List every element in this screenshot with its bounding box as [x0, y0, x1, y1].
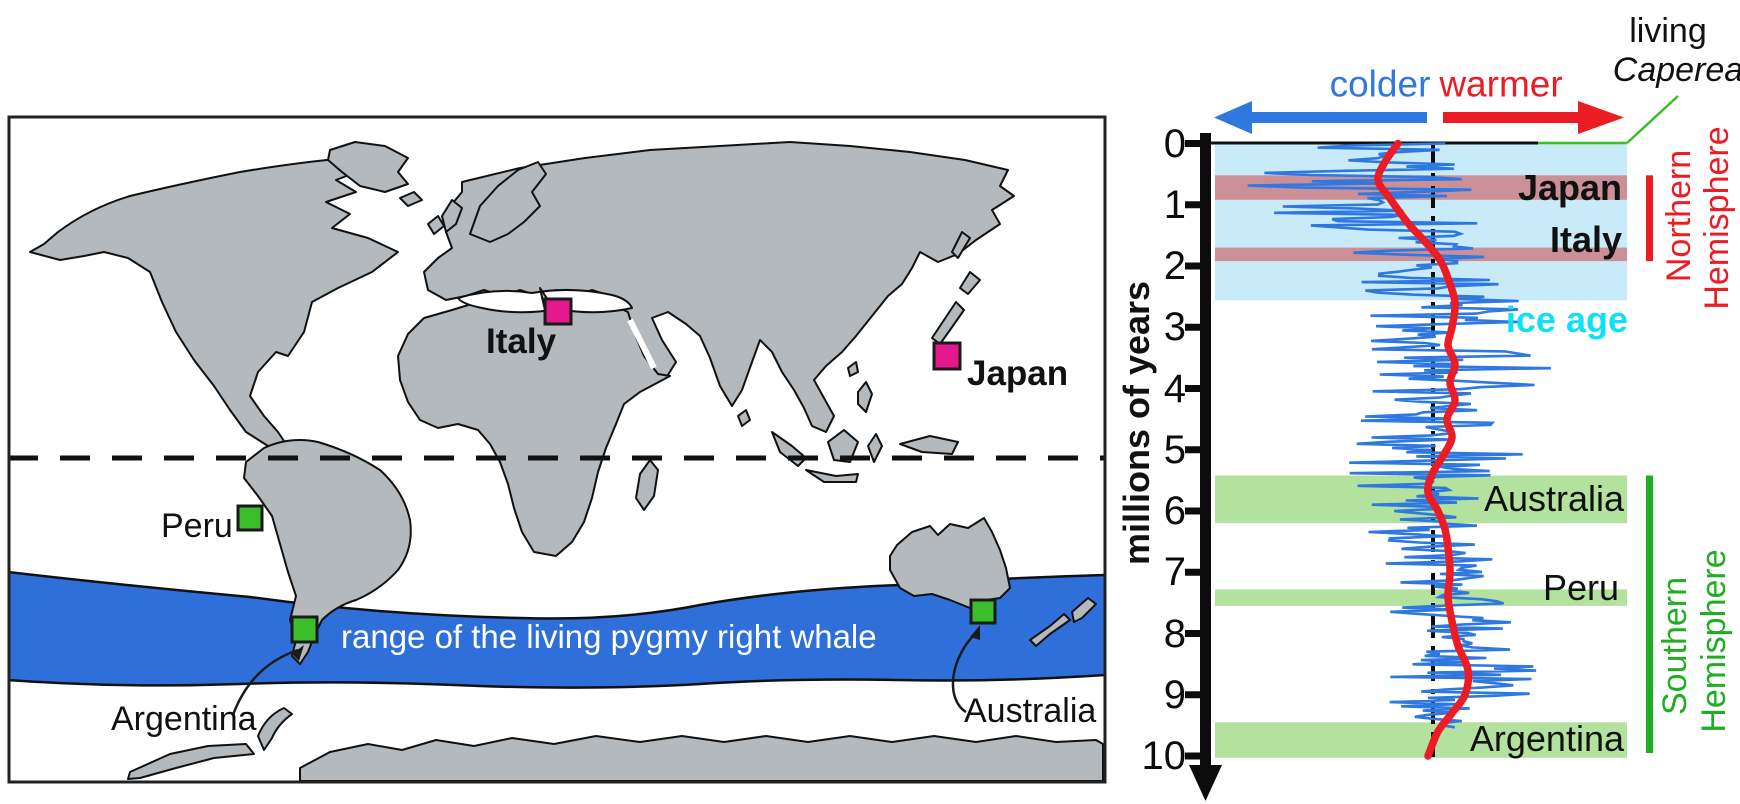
australia-marker	[969, 598, 997, 625]
island-hokkaido	[959, 271, 981, 295]
band-label-italy: Italy	[1549, 219, 1622, 260]
bracket-northern	[1646, 175, 1653, 262]
whale-range-band	[9, 570, 1105, 689]
island-sakhalin	[951, 231, 971, 259]
chart-curves	[1247, 139, 1551, 760]
island-sri-lanka	[737, 409, 751, 427]
band-label-ice-age: ice age	[1505, 299, 1628, 340]
axis-tick-label-9: 9	[1163, 673, 1186, 717]
axis-tick-label-6: 6	[1163, 489, 1186, 533]
argentina-marker	[290, 615, 319, 644]
warmer-label: warmer	[1439, 63, 1563, 105]
trend-line	[1374, 139, 1473, 760]
australia-leader-line	[951, 629, 980, 714]
living-caperea-label-line2: Caperea	[1612, 51, 1740, 89]
map-label-italy: Italy	[486, 322, 557, 361]
continent-south-america	[243, 439, 412, 665]
island-borneo	[827, 429, 859, 463]
island-philippines	[857, 381, 873, 413]
time-axis	[1185, 133, 1222, 801]
northern-hemisphere-label-line2: Hemisphere	[1698, 126, 1736, 310]
map-label-peru: Peru	[161, 507, 233, 545]
time-axis-arrowhead	[1189, 765, 1222, 801]
living-caperea-label-line1: living	[1629, 12, 1707, 50]
continents	[29, 141, 1104, 782]
temperature-arrows	[1214, 101, 1624, 134]
island-new-guinea	[899, 435, 959, 455]
colder-label: colder	[1329, 63, 1431, 105]
axis-title-millions-of-years: millions of years	[1116, 280, 1157, 566]
island-java	[805, 469, 859, 483]
whale-range-label: range of the living pygmy right whale	[341, 618, 877, 655]
hemisphere-brackets	[1646, 175, 1653, 753]
band-label-japan: Japan	[1517, 167, 1622, 208]
island-sulawesi	[867, 433, 883, 463]
map-label-argentina: Argentina	[111, 700, 257, 738]
island-taiwan	[847, 361, 859, 377]
band-label-argentina: Argentina	[1469, 718, 1624, 759]
axis-tick-label-10: 10	[1141, 734, 1187, 778]
island-ireland	[427, 215, 445, 235]
map-border	[7, 115, 1107, 784]
axis-tick-label-3: 3	[1163, 305, 1186, 349]
antarctic-peninsula	[257, 707, 293, 751]
argentina-leader-line	[231, 648, 299, 716]
caperea-callout-line-diagonal	[1626, 95, 1679, 144]
band-peru	[1215, 589, 1627, 606]
continent-australia	[889, 517, 1011, 609]
axis-tick-label-2: 2	[1163, 244, 1186, 288]
italy-marker	[543, 297, 573, 326]
island-new-zealand-north	[1071, 597, 1097, 623]
japan-marker	[932, 341, 962, 371]
band-argentina	[1215, 722, 1627, 758]
island-greenland	[327, 141, 409, 193]
bracket-southern	[1646, 475, 1653, 753]
axis-tick-label-7: 7	[1163, 550, 1186, 594]
antarctic-coast-west	[127, 743, 255, 780]
red-sea	[627, 318, 657, 370]
axis-tick-label-0: 0	[1163, 122, 1186, 166]
world-map	[9, 117, 1105, 782]
peru-marker	[236, 504, 264, 532]
axis-tick-label-8: 8	[1163, 612, 1186, 656]
southern-hemisphere-label-line1: Southern	[1656, 577, 1694, 715]
island-britain	[441, 199, 463, 233]
northern-hemisphere-label-line1: Northern	[1660, 149, 1698, 283]
continent-antarctica	[299, 735, 1104, 782]
region-scandinavia	[469, 161, 547, 243]
axis-tick-label-1: 1	[1163, 183, 1186, 227]
axis-tick-label-5: 5	[1163, 428, 1186, 472]
argentina-leader-arrowhead	[292, 645, 304, 661]
australia-leader-arrowhead	[970, 625, 980, 640]
island-new-zealand-south	[1029, 613, 1071, 647]
colder-arrow-icon	[1214, 101, 1427, 134]
band-label-peru: Peru	[1542, 567, 1619, 608]
time-axis-line	[1200, 133, 1211, 767]
band-label-australia: Australia	[1483, 478, 1624, 519]
southern-hemisphere-label-line2: Hemisphere	[1695, 549, 1733, 733]
island-iceland	[399, 191, 423, 207]
map-label-japan: Japan	[967, 354, 1069, 393]
axis-tick-label-4: 4	[1163, 367, 1186, 411]
map-label-australia: Australia	[964, 692, 1097, 730]
warmer-arrow-icon	[1443, 101, 1624, 134]
